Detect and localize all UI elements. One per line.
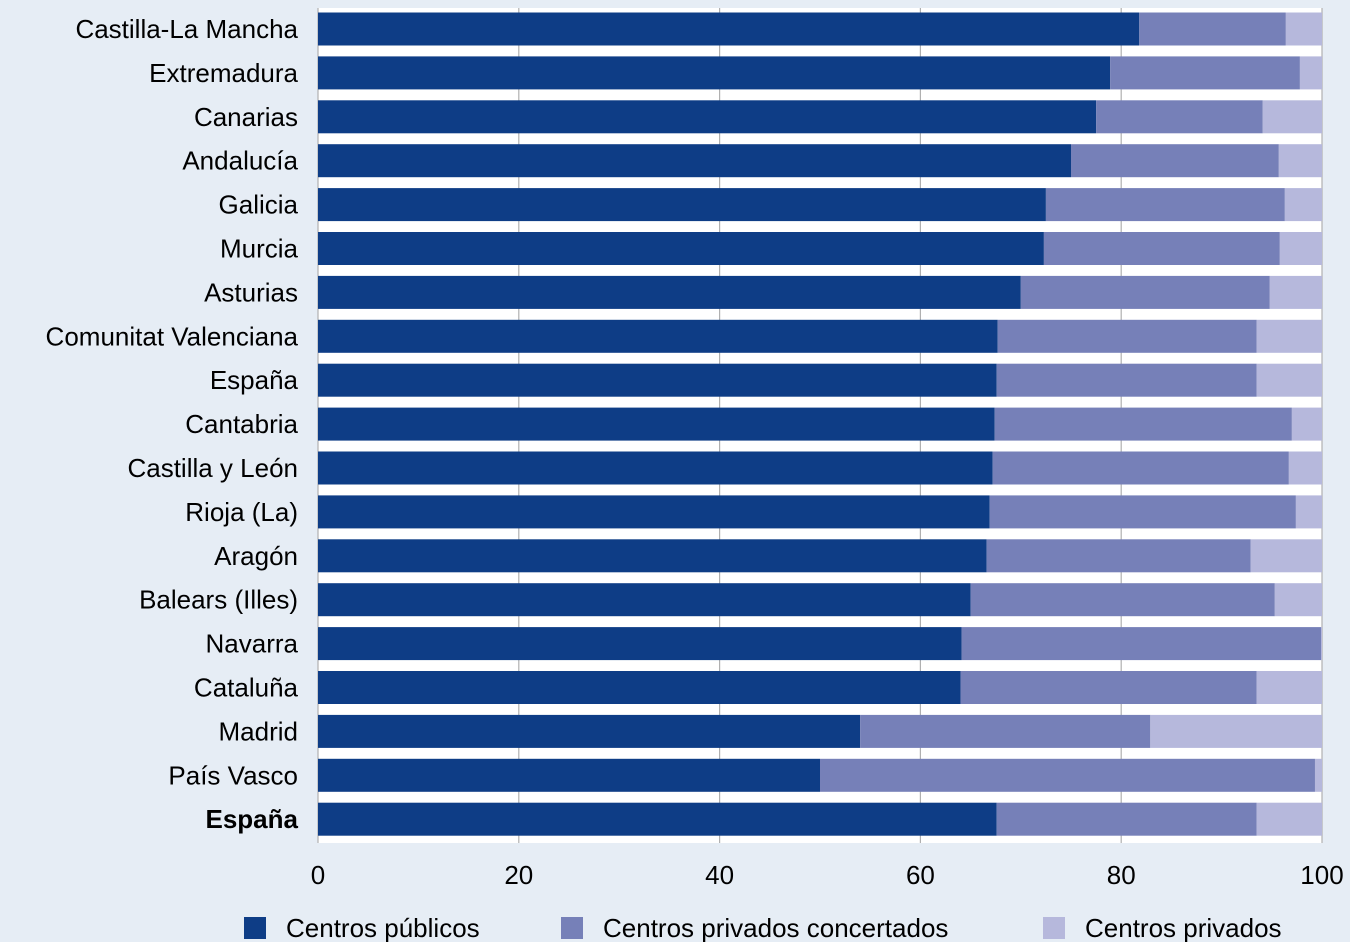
category-label: Navarra bbox=[206, 629, 299, 659]
bar-segment bbox=[992, 451, 1289, 485]
bar-segment bbox=[1291, 407, 1322, 441]
bar-segment bbox=[318, 451, 993, 485]
bar-segment bbox=[960, 671, 1257, 704]
bar-segment bbox=[318, 144, 1071, 178]
bar-segment bbox=[1278, 144, 1322, 178]
bar-segment bbox=[318, 319, 998, 353]
category-label: Murcia bbox=[220, 234, 299, 264]
x-tick-label: 0 bbox=[311, 860, 325, 890]
category-label: España bbox=[210, 365, 299, 395]
category-label: Canarias bbox=[194, 102, 298, 132]
bar-segment bbox=[1045, 188, 1285, 222]
bar-segment bbox=[318, 232, 1044, 265]
bar-segment bbox=[1043, 232, 1280, 265]
legend-swatch bbox=[561, 917, 583, 939]
bar-segment bbox=[318, 56, 1111, 90]
bar-segment bbox=[318, 714, 861, 748]
bar-segment bbox=[1110, 56, 1300, 90]
bar-segment bbox=[970, 583, 1275, 617]
bar-segment bbox=[318, 100, 1097, 134]
bar-segment bbox=[986, 539, 1251, 573]
category-label: Galicia bbox=[219, 190, 299, 220]
category-label: Extremadura bbox=[149, 58, 298, 88]
legend-label: Centros públicos bbox=[286, 913, 480, 942]
bar-segment bbox=[820, 758, 1315, 792]
category-label: Rioja (La) bbox=[185, 497, 298, 527]
x-tick-label: 20 bbox=[504, 860, 533, 890]
bar-segment bbox=[318, 671, 961, 704]
legend-swatch bbox=[244, 917, 266, 939]
bar-segment bbox=[1284, 188, 1322, 222]
legend-label: Centros privados concertados bbox=[603, 913, 948, 942]
bar-segment bbox=[1299, 56, 1322, 90]
bar-segment bbox=[1274, 583, 1322, 617]
bar-segment bbox=[1256, 671, 1322, 704]
bar-segment bbox=[1320, 627, 1322, 661]
category-label: Aragón bbox=[214, 541, 298, 571]
bars bbox=[318, 12, 1322, 836]
bar-segment bbox=[1256, 319, 1322, 353]
bar-segment bbox=[1262, 100, 1322, 134]
category-label: Castilla-La Mancha bbox=[75, 14, 298, 44]
bar-segment bbox=[318, 363, 997, 397]
bar-segment bbox=[1096, 100, 1263, 134]
bar-segment bbox=[996, 802, 1257, 836]
bar-segment bbox=[1256, 802, 1322, 836]
legend-label: Centros privados bbox=[1085, 913, 1282, 942]
bar-segment bbox=[997, 319, 1257, 353]
x-tick-label: 60 bbox=[906, 860, 935, 890]
bar-segment bbox=[1288, 451, 1322, 485]
bar-segment bbox=[961, 627, 1321, 661]
category-label: Madrid bbox=[219, 716, 298, 746]
category-label: Balears (Illes) bbox=[139, 585, 298, 615]
bar-segment bbox=[1285, 12, 1322, 46]
bar-segment bbox=[989, 495, 1296, 529]
bar-segment bbox=[860, 714, 1151, 748]
category-label: Cantabria bbox=[185, 409, 298, 439]
x-tick-label: 40 bbox=[705, 860, 734, 890]
bar-segment bbox=[318, 627, 962, 661]
bar-segment bbox=[1295, 495, 1322, 529]
bar-segment bbox=[1314, 758, 1322, 792]
bar-segment bbox=[1020, 275, 1270, 309]
x-tick-label: 100 bbox=[1300, 860, 1343, 890]
bar-segment bbox=[318, 188, 1046, 222]
bar-segment bbox=[318, 758, 820, 792]
category-labels: Castilla-La Mancha Extremadura Canarias And… bbox=[46, 14, 299, 834]
category-label: España bbox=[206, 804, 299, 834]
legend: Centros públicos Centros privados concert… bbox=[244, 913, 1282, 942]
bar-segment bbox=[1269, 275, 1322, 309]
x-tick-label: 80 bbox=[1107, 860, 1136, 890]
bar-segment bbox=[318, 407, 995, 441]
bar-segment bbox=[318, 495, 990, 529]
bar-segment bbox=[996, 363, 1257, 397]
bar-segment bbox=[994, 407, 1292, 441]
category-label: Andalucía bbox=[182, 146, 298, 176]
bar-segment bbox=[318, 539, 987, 573]
bar-segment bbox=[318, 802, 997, 836]
bar-segment bbox=[1071, 144, 1279, 178]
category-label: Comunitat Valenciana bbox=[46, 321, 299, 351]
bar-segment bbox=[1250, 539, 1322, 573]
category-label: Castilla y León bbox=[127, 453, 298, 483]
bar-segment bbox=[1150, 714, 1322, 748]
bar-segment bbox=[1139, 12, 1286, 46]
bar-segment bbox=[318, 275, 1021, 309]
bar-segment bbox=[1256, 363, 1322, 397]
bar-segment bbox=[1279, 232, 1322, 265]
bar-segment bbox=[318, 12, 1140, 46]
category-label: Asturias bbox=[204, 277, 298, 307]
x-axis-ticks: 0 20 40 60 80 100 bbox=[311, 860, 1344, 890]
category-label: País Vasco bbox=[168, 760, 298, 790]
bar-segment bbox=[318, 583, 971, 617]
category-label: Cataluña bbox=[194, 673, 299, 703]
legend-swatch bbox=[1043, 917, 1065, 939]
